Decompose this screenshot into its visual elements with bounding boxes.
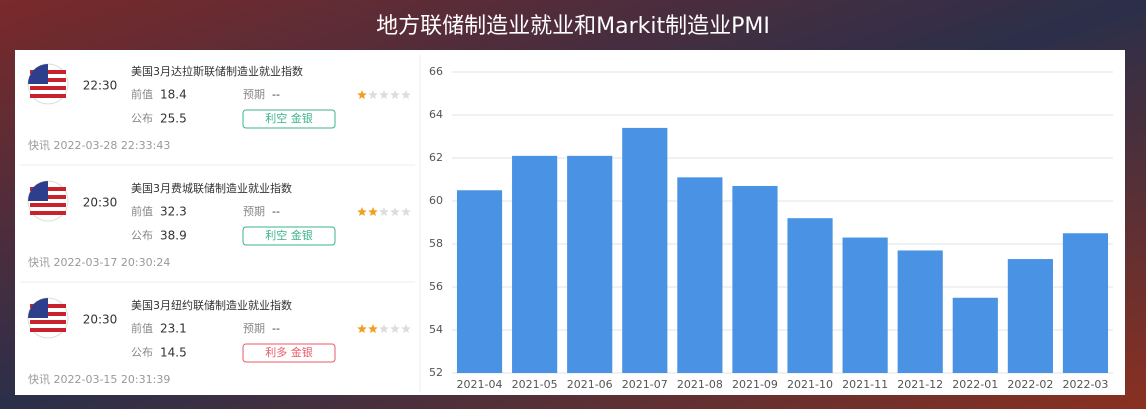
rating-star <box>357 207 367 216</box>
x-tick-label: 2021-09 <box>732 378 778 391</box>
label-prev: 前值 <box>131 204 153 218</box>
flag-canton <box>28 64 48 84</box>
rating-star <box>401 324 411 333</box>
x-tick-label: 2022-02 <box>1007 378 1053 391</box>
news-title: 美国3月达拉斯联储制造业就业指数 <box>131 64 303 78</box>
bar <box>842 237 888 373</box>
page-title: 地方联储制造业就业和Markit制造业PMI <box>376 14 770 39</box>
x-tick-label: 2021-06 <box>567 378 613 391</box>
bar <box>512 155 558 373</box>
news-tag: 利空 金银 <box>265 111 313 125</box>
actual-value: 38.9 <box>160 229 187 243</box>
rating-star <box>357 90 367 99</box>
prev-value: 32.3 <box>160 205 187 219</box>
rating-star <box>390 90 400 99</box>
flag-stripe <box>30 203 66 207</box>
label-forecast: 预期 <box>243 205 265 218</box>
bar <box>622 127 668 374</box>
label-actual: 公布 <box>131 229 153 242</box>
news-time: 22:30 <box>83 79 118 93</box>
rating-star <box>379 90 389 99</box>
y-tick-label: 54 <box>429 323 443 336</box>
prev-value: 18.4 <box>160 88 187 102</box>
news-title: 美国3月费城联储制造业就业指数 <box>131 181 292 195</box>
flag-stripe <box>30 94 66 98</box>
x-tick-label: 2022-01 <box>952 378 998 391</box>
bar <box>1007 259 1053 373</box>
news-footer: 快讯 2022-03-28 22:33:43 <box>28 139 170 152</box>
news-time: 20:30 <box>83 196 118 210</box>
x-tick-label: 2021-12 <box>897 378 943 391</box>
actual-value: 25.5 <box>160 112 187 126</box>
label-forecast: 预期 <box>243 322 265 335</box>
bar <box>787 218 833 373</box>
news-footer: 快讯 2022-03-17 20:30:24 <box>28 256 170 269</box>
flag-stripe <box>30 328 66 332</box>
prev-value: 23.1 <box>160 322 187 336</box>
x-tick-label: 2021-10 <box>787 378 833 391</box>
flag-stripe <box>30 211 66 215</box>
y-tick-label: 64 <box>429 108 443 121</box>
rating-star <box>368 90 378 99</box>
x-tick-label: 2021-07 <box>622 378 668 391</box>
news-tag: 利多 金银 <box>265 345 313 359</box>
rating-star <box>379 324 389 333</box>
bar <box>567 155 613 373</box>
y-tick-label: 62 <box>429 151 443 164</box>
label-prev: 前值 <box>131 321 153 335</box>
label-actual: 公布 <box>131 112 153 125</box>
flag-stripe <box>30 320 66 324</box>
y-tick-label: 52 <box>429 366 443 379</box>
flag-canton <box>28 298 48 318</box>
bar <box>677 177 723 373</box>
news-tag-box <box>242 226 336 246</box>
bar <box>456 190 503 373</box>
x-tick-label: 2021-05 <box>512 378 558 391</box>
forecast-value: -- <box>272 88 280 101</box>
bar <box>732 185 778 373</box>
flag-stripe <box>30 86 66 90</box>
x-tick-label: 2021-04 <box>457 378 503 391</box>
rating-star <box>390 324 400 333</box>
label-forecast: 预期 <box>243 88 265 101</box>
rating-star <box>379 207 389 216</box>
y-tick-label: 58 <box>429 237 443 250</box>
bar <box>1062 233 1109 373</box>
rating-star <box>401 90 411 99</box>
x-tick-label: 2022-03 <box>1062 378 1108 391</box>
actual-value: 14.5 <box>160 346 187 360</box>
y-tick-label: 56 <box>429 280 443 293</box>
x-tick-label: 2021-08 <box>677 378 723 391</box>
rating-star <box>401 207 411 216</box>
label-prev: 前值 <box>131 87 153 101</box>
rating-star <box>357 324 367 333</box>
news-tag-box <box>242 109 336 129</box>
forecast-value: -- <box>272 205 280 218</box>
y-tick-label: 66 <box>429 65 443 78</box>
forecast-value: -- <box>272 322 280 335</box>
news-tag: 利空 金银 <box>265 228 313 242</box>
news-footer: 快讯 2022-03-15 20:31:39 <box>28 373 170 386</box>
bar <box>897 250 943 373</box>
label-actual: 公布 <box>131 346 153 359</box>
flag-canton <box>28 181 48 201</box>
rating-star <box>390 207 400 216</box>
news-tag-box <box>242 343 336 363</box>
rating-star <box>368 207 378 216</box>
y-tick-label: 60 <box>429 194 443 207</box>
bar <box>952 297 998 373</box>
rating-star <box>368 324 378 333</box>
x-tick-label: 2021-11 <box>842 378 888 391</box>
news-time: 20:30 <box>83 313 118 327</box>
news-title: 美国3月纽约联储制造业就业指数 <box>131 298 292 312</box>
